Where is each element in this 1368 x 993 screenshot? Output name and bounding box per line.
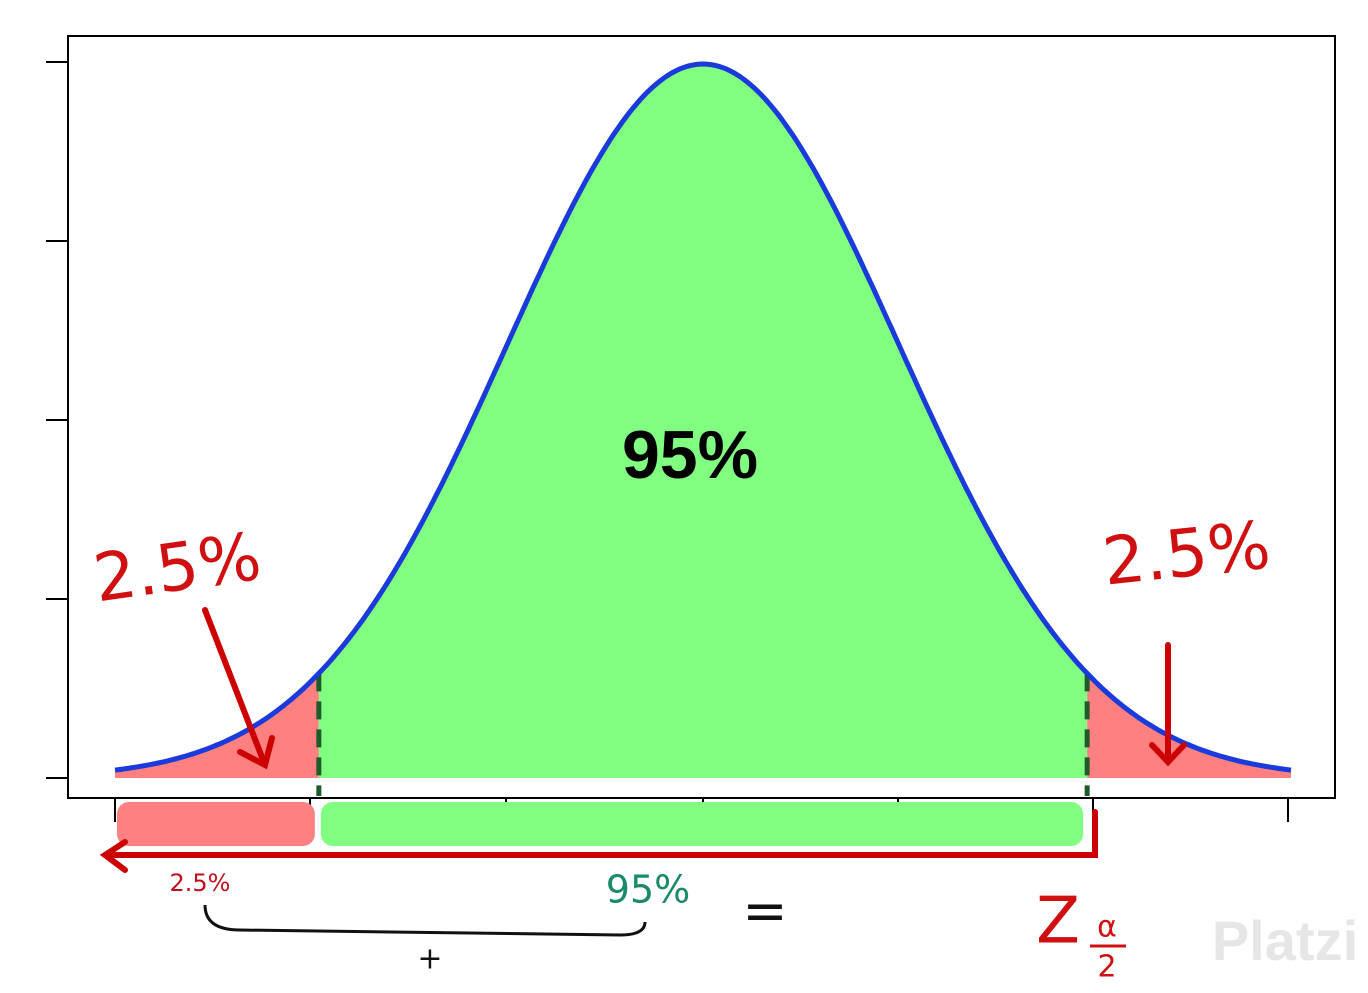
range-bar (320, 802, 1084, 846)
right-tail-label: 2.5% (1099, 507, 1274, 601)
plus-sign: + (417, 942, 442, 977)
area-segment (115, 673, 319, 778)
plot-frame (67, 35, 1336, 799)
center-label: 95% (622, 417, 758, 493)
area-segment (1087, 673, 1291, 778)
watermark: Platzi (1212, 909, 1358, 972)
arrows (99, 607, 1187, 873)
density-curve (114, 61, 1292, 773)
alpha-symbol: α (1097, 910, 1117, 945)
range-bar (117, 802, 315, 846)
left-tail-label: 2.5% (89, 518, 266, 618)
two-symbol: 2 (1097, 950, 1116, 985)
equals-sign: = (742, 880, 787, 943)
brace (203, 904, 647, 937)
center-sum-label: 95% (606, 868, 690, 912)
area-segment (318, 64, 1088, 778)
z-symbol: Z (1036, 885, 1080, 959)
left-sum-label: 2.5% (170, 869, 231, 897)
overlay (114, 61, 1292, 796)
